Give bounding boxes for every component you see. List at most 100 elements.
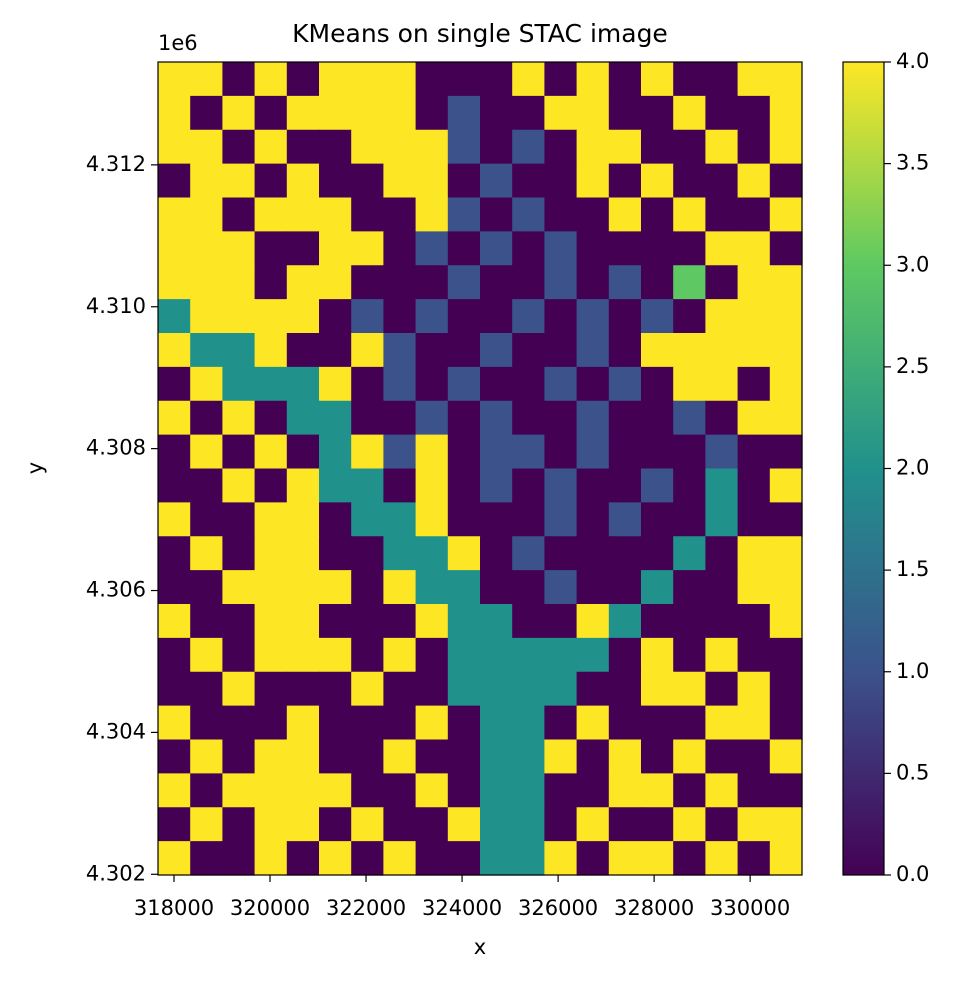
- cell: [286, 502, 320, 537]
- cell: [415, 739, 449, 774]
- cell: [319, 299, 352, 334]
- cell: [415, 705, 449, 741]
- cell: [254, 163, 288, 199]
- cell: [447, 739, 481, 774]
- cell: [769, 366, 803, 402]
- cell: [480, 604, 513, 639]
- cell: [351, 129, 384, 165]
- cell: [737, 400, 771, 436]
- cell: [222, 739, 256, 774]
- cell: [576, 637, 610, 673]
- cell: [415, 265, 449, 300]
- cell: [351, 671, 384, 707]
- cell: [158, 62, 191, 97]
- cell: [737, 739, 771, 774]
- cell: [705, 231, 739, 266]
- cell: [286, 434, 320, 470]
- x-tick-label: 322000: [326, 896, 406, 920]
- cell: [480, 841, 513, 876]
- cell: [641, 773, 674, 808]
- cell: [286, 129, 320, 165]
- cell: [415, 773, 449, 808]
- cell: [705, 129, 739, 165]
- cell: [737, 62, 771, 97]
- cell: [222, 773, 256, 808]
- cell: [769, 637, 803, 673]
- cell: [447, 773, 481, 808]
- cell: [737, 604, 771, 639]
- cell: [769, 773, 803, 808]
- cell: [673, 231, 706, 266]
- cell: [351, 773, 384, 808]
- cell: [222, 265, 256, 300]
- cell: [608, 434, 642, 470]
- cell: [512, 333, 545, 368]
- cell: [512, 604, 545, 639]
- cell: [512, 671, 545, 707]
- cell: [383, 197, 417, 232]
- cell: [608, 468, 642, 503]
- x-tick-label: 326000: [518, 896, 598, 920]
- cell: [480, 366, 513, 402]
- cell: [673, 536, 706, 571]
- y-tick-label: 4.310: [86, 294, 146, 318]
- cell: [608, 62, 642, 97]
- cell: [544, 604, 578, 639]
- cell: [190, 807, 223, 842]
- cell: [319, 671, 352, 707]
- cell: [319, 570, 352, 605]
- cell: [737, 705, 771, 741]
- colorbar-tick-label: 3.0: [896, 252, 929, 276]
- cell: [447, 637, 481, 673]
- cell: [447, 265, 481, 300]
- cell: [737, 468, 771, 503]
- cell: [544, 231, 578, 266]
- cell: [190, 299, 223, 334]
- cell: [512, 807, 545, 842]
- cell: [222, 705, 256, 741]
- cell: [576, 197, 610, 232]
- cell: [737, 197, 771, 232]
- cell: [544, 502, 578, 537]
- cell: [608, 129, 642, 165]
- cell: [319, 807, 352, 842]
- cell: [641, 604, 674, 639]
- cell: [447, 333, 481, 368]
- cell: [351, 536, 384, 571]
- cell: [608, 773, 642, 808]
- cell: [512, 62, 545, 97]
- cell: [190, 671, 223, 707]
- cell: [383, 739, 417, 774]
- cell: [641, 129, 674, 165]
- y-tick-label: 4.308: [86, 436, 146, 460]
- cell: [608, 265, 642, 300]
- cell: [544, 366, 578, 402]
- cell: [190, 163, 223, 199]
- cell: [351, 366, 384, 402]
- cell: [641, 570, 674, 605]
- cell: [254, 231, 288, 266]
- cell: [705, 502, 739, 537]
- cell: [415, 637, 449, 673]
- cell: [222, 468, 256, 503]
- cell: [737, 231, 771, 266]
- cell: [254, 841, 288, 876]
- cell: [641, 163, 674, 199]
- cell: [608, 197, 642, 232]
- cell: [158, 95, 191, 131]
- cell: [769, 604, 803, 639]
- cell: [383, 265, 417, 300]
- cell: [447, 536, 481, 571]
- cell: [608, 705, 642, 741]
- cell: [415, 841, 449, 876]
- cell: [512, 299, 545, 334]
- cell: [769, 705, 803, 741]
- cell: [351, 841, 384, 876]
- cell: [383, 604, 417, 639]
- cell: [705, 265, 739, 300]
- cell: [512, 129, 545, 165]
- cell: [319, 366, 352, 402]
- cell: [447, 197, 481, 232]
- cell: [254, 604, 288, 639]
- cell: [286, 299, 320, 334]
